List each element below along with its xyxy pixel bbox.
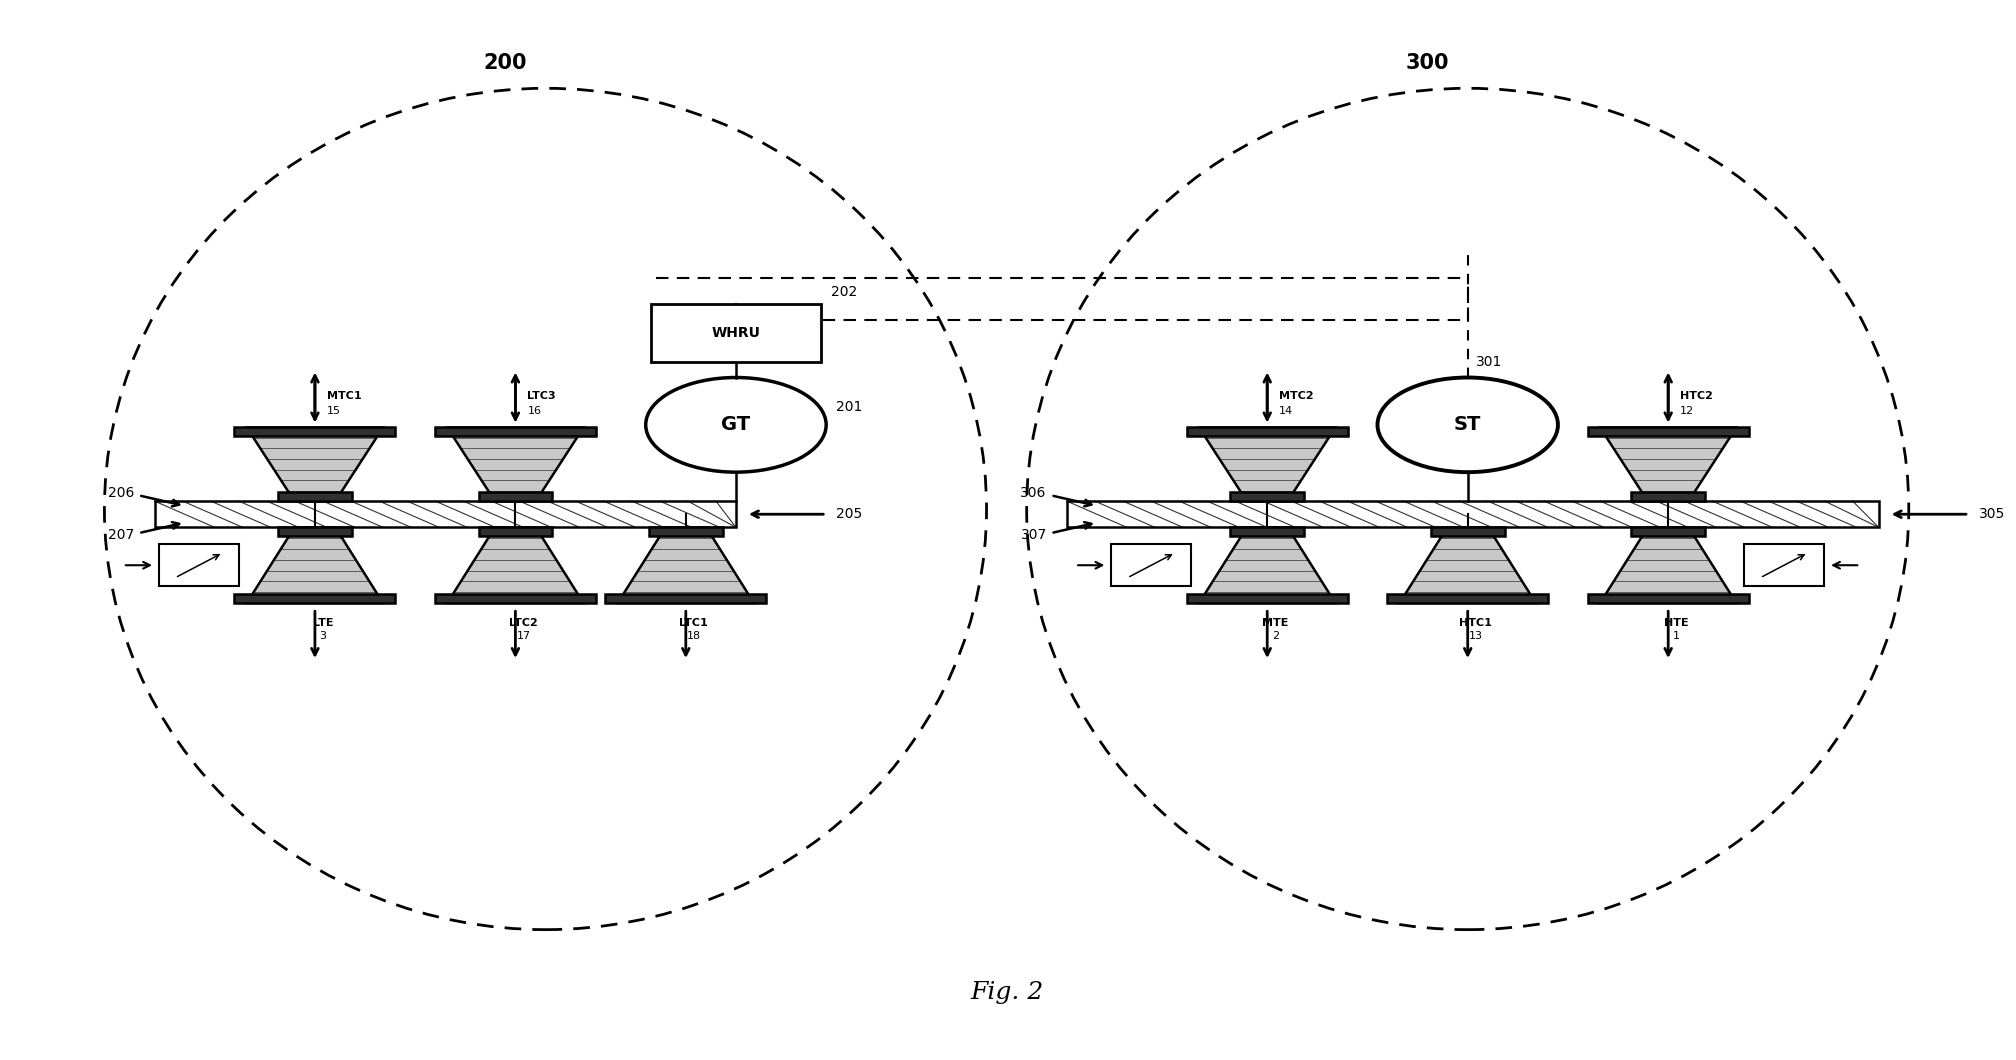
Text: HTC2: HTC2 [1679, 391, 1714, 401]
Polygon shape [246, 427, 383, 501]
Bar [155, 501, 736, 528]
Polygon shape [1601, 427, 1736, 501]
Text: LTC1: LTC1 [679, 618, 708, 628]
Polygon shape [448, 427, 583, 501]
Bar [1631, 492, 1706, 501]
Bar [478, 528, 552, 536]
Bar [1387, 594, 1548, 603]
Text: 201: 201 [837, 401, 863, 414]
Bar [1589, 427, 1748, 437]
Text: 3: 3 [319, 632, 327, 641]
Polygon shape [1200, 528, 1335, 603]
Text: 14: 14 [1280, 406, 1294, 416]
Bar [1230, 492, 1304, 501]
Text: 207: 207 [109, 528, 135, 543]
Text: 301: 301 [1476, 355, 1502, 369]
Bar [159, 544, 240, 586]
Bar [478, 492, 552, 501]
Text: LTC2: LTC2 [510, 618, 538, 628]
Text: 12: 12 [1679, 406, 1693, 416]
Text: 306: 306 [1020, 487, 1046, 500]
Polygon shape [617, 528, 754, 603]
Bar [234, 427, 395, 437]
Text: MTE: MTE [1262, 618, 1288, 628]
Text: MTC2: MTC2 [1280, 391, 1314, 401]
Text: 200: 200 [484, 53, 526, 72]
Text: 2: 2 [1272, 632, 1278, 641]
Text: 300: 300 [1405, 53, 1450, 72]
Polygon shape [1200, 427, 1335, 501]
Bar [278, 492, 351, 501]
Bar [1066, 501, 1879, 528]
Bar [278, 528, 351, 536]
Bar [234, 594, 395, 603]
Bar [1111, 544, 1191, 586]
Text: 18: 18 [687, 632, 702, 641]
Text: WHRU: WHRU [712, 325, 760, 340]
Bar [605, 594, 766, 603]
Text: LTC3: LTC3 [528, 391, 556, 401]
Text: 305: 305 [1980, 508, 2006, 522]
Bar [1631, 528, 1706, 536]
Bar [1431, 528, 1504, 536]
Text: HTC1: HTC1 [1460, 618, 1492, 628]
Text: 206: 206 [109, 487, 135, 500]
Text: 1: 1 [1673, 632, 1679, 641]
Text: 13: 13 [1470, 632, 1482, 641]
Bar [1230, 528, 1304, 536]
Text: GT: GT [722, 416, 750, 435]
Text: LTE: LTE [312, 618, 333, 628]
Bar [435, 427, 597, 437]
Text: ST: ST [1454, 416, 1482, 435]
Bar [1744, 544, 1824, 586]
Bar [651, 304, 821, 361]
Polygon shape [246, 528, 383, 603]
Polygon shape [1399, 528, 1536, 603]
Polygon shape [448, 528, 583, 603]
Text: HTE: HTE [1663, 618, 1689, 628]
Bar [1589, 594, 1748, 603]
Text: MTC1: MTC1 [327, 391, 361, 401]
Text: Fig. 2: Fig. 2 [970, 982, 1042, 1004]
Bar [435, 594, 597, 603]
Text: 15: 15 [327, 406, 341, 416]
Text: 16: 16 [528, 406, 542, 416]
Text: 17: 17 [516, 632, 530, 641]
Bar [1187, 427, 1347, 437]
Text: 202: 202 [831, 285, 857, 299]
Text: 205: 205 [837, 508, 863, 522]
Bar [649, 528, 722, 536]
Polygon shape [1601, 528, 1736, 603]
Text: 307: 307 [1020, 528, 1046, 543]
Bar [1187, 594, 1347, 603]
